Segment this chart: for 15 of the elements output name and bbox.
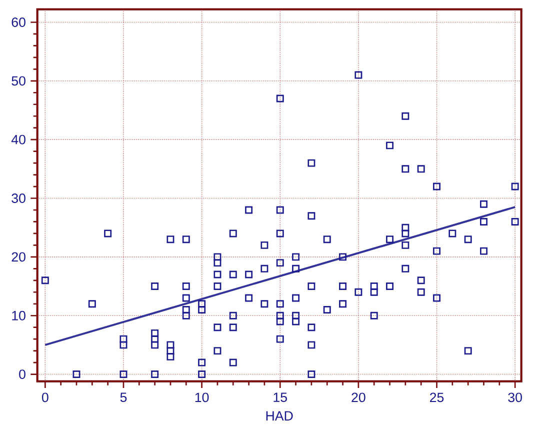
x-tick-label: 25 bbox=[430, 392, 444, 402]
x-axis-title: HAD bbox=[266, 411, 293, 420]
y-tick-label: 20 bbox=[12, 252, 26, 262]
y-tick-label: 30 bbox=[12, 194, 26, 203]
x-tick-label: 20 bbox=[352, 392, 366, 402]
y-tick-label: 0 bbox=[19, 370, 26, 379]
x-tick-label: 30 bbox=[508, 392, 522, 402]
y-tick-label: 40 bbox=[11, 134, 26, 144]
y-tick-label: 60 bbox=[12, 18, 26, 27]
x-tick-label: 5 bbox=[120, 392, 127, 402]
x-tick-label: 10 bbox=[195, 392, 209, 402]
y-tick-label: 50 bbox=[12, 76, 26, 86]
x-tick-label: 0 bbox=[42, 392, 48, 402]
y-tick-label: 10 bbox=[12, 310, 26, 320]
x-tick-label: 15 bbox=[274, 392, 287, 402]
